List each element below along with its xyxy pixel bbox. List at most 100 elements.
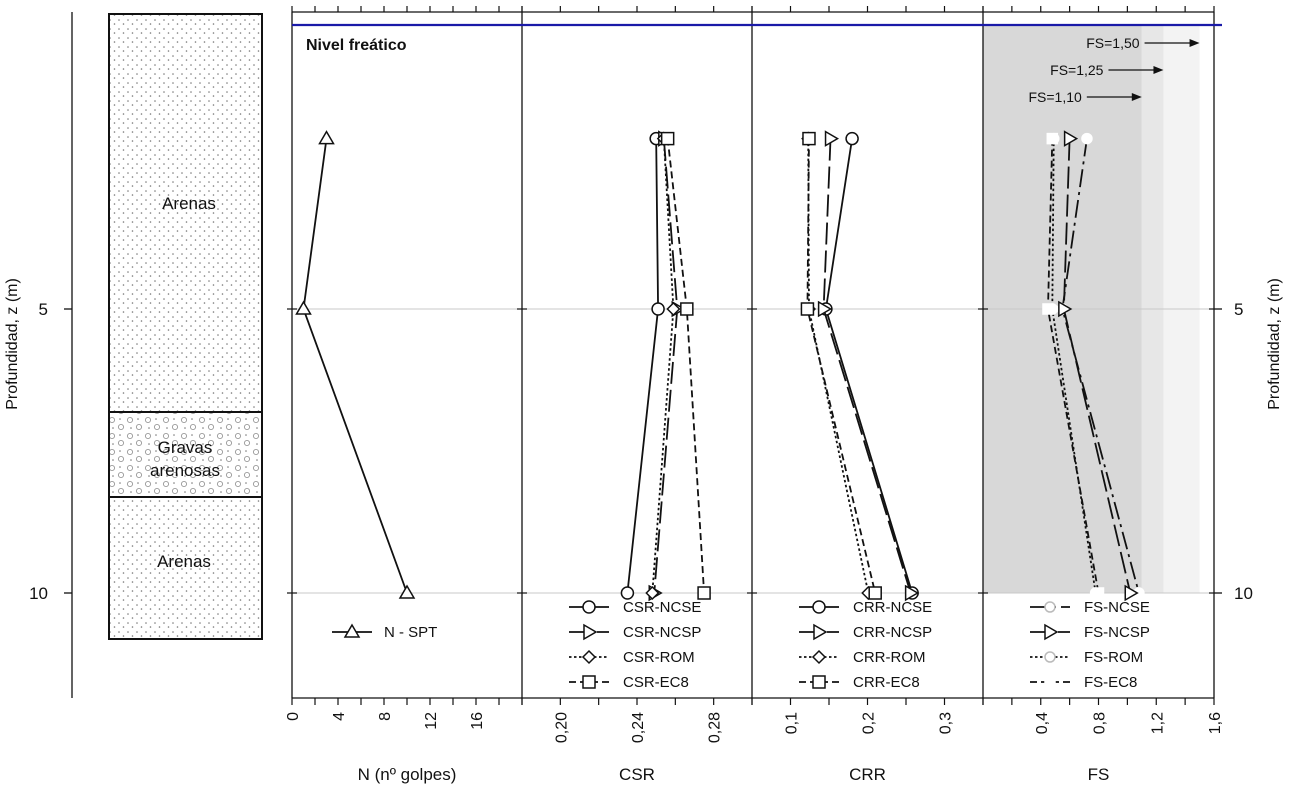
stratum-label-gravas: Gravas <box>158 438 213 457</box>
panel-n: 0 4 8 12 16 N (nº golpes) N - SPT <box>285 6 523 784</box>
x-axis-label: N (nº golpes) <box>358 765 457 784</box>
series-fs-ec8: FS-EC8 <box>1030 132 1137 691</box>
series-line <box>626 138 659 594</box>
x-tick-label: 0,1 <box>784 712 801 734</box>
data-point <box>645 585 660 601</box>
series-line <box>302 138 408 594</box>
fs-threshold-label: FS=1,10 <box>1028 89 1082 105</box>
soil-column: Arenas Gravas arenosas Arenas <box>108 13 263 640</box>
x-tick-label: 0,3 <box>938 712 955 734</box>
legend-label: CSR-NCSP <box>623 624 701 641</box>
stratum-arenas-top <box>108 13 263 413</box>
series-line <box>807 138 870 594</box>
data-point <box>660 131 675 146</box>
series-csr-ec8: CSR-EC8 <box>569 131 711 691</box>
legend-label: CSR-ROM <box>623 649 695 666</box>
series-line <box>824 138 914 594</box>
fs-threshold-label: FS=1,25 <box>1050 62 1104 78</box>
legend-label: CRR-ROM <box>853 649 926 666</box>
fs-threshold-arrowhead <box>1153 66 1164 74</box>
data-point <box>824 130 840 147</box>
legend-label: FS-EC8 <box>1084 674 1137 691</box>
left-depth-tick-label: 5 <box>39 300 48 319</box>
legend-marker <box>813 623 828 641</box>
panels-frame <box>291 11 1215 699</box>
right-depth-ticks: 5 10 <box>1214 300 1253 603</box>
data-point <box>1092 587 1105 599</box>
data-point <box>318 130 335 145</box>
x-tick-label: 0,24 <box>630 712 647 743</box>
legend-label: CRR-NCSP <box>853 624 932 641</box>
legend-label: CRR-NCSE <box>853 599 932 616</box>
fs-threshold-arrowhead <box>1189 39 1200 47</box>
left-depth-axis-label: Profundidad, z (m) <box>4 278 21 410</box>
data-point <box>1058 300 1073 318</box>
legend-label: FS-ROM <box>1084 649 1143 666</box>
data-point <box>817 300 833 318</box>
stratum-label-arenosas: arenosas <box>150 461 220 480</box>
x-axis-label: FS <box>1088 765 1110 784</box>
series-csr-ncse: CSR-NCSE <box>569 131 701 616</box>
nivel-freatico-label: Nivel freático <box>306 37 407 54</box>
right-depth-tick-label: 5 <box>1234 300 1243 319</box>
data-point <box>1081 132 1093 145</box>
x-tick-label: 4 <box>331 712 348 721</box>
data-point <box>1063 130 1079 147</box>
data-panels: 0 4 8 12 16 N (nº golpes) N - SPT 0,20 0,24 0,28 C… <box>285 6 1224 784</box>
data-point <box>666 301 681 317</box>
legend-marker <box>812 675 826 689</box>
x-tick-label: 0,8 <box>1092 712 1109 734</box>
stratum-label-arenas-top: Arenas <box>162 194 216 213</box>
data-point <box>904 584 920 602</box>
legend-marker <box>1044 623 1059 641</box>
data-point <box>868 586 882 600</box>
x-tick-label: 12 <box>423 712 440 730</box>
series-csr-ncsp: CSR-NCSP <box>569 130 701 641</box>
data-point <box>802 131 816 146</box>
x-tick-label: 0,28 <box>707 712 724 743</box>
fs-threshold-arrowhead <box>1131 93 1142 101</box>
stratum-label-arenas-bottom: Arenas <box>157 552 211 571</box>
legend-marker <box>1044 676 1056 688</box>
left-depth-tick-label: 10 <box>29 584 48 603</box>
panel-fs: FS=1,10 FS=1,25 FS=1,50 0,4 0,8 1,2 1,6 FS FS-NC… <box>982 6 1224 784</box>
x-tick-label: 0,2 <box>861 712 878 734</box>
stratum-arenas-bottom <box>108 496 263 640</box>
x-tick-label: 0,20 <box>553 712 570 743</box>
data-point <box>398 584 416 599</box>
legend-label: FS-NCSE <box>1084 599 1150 616</box>
fs-threshold-label: FS=1,50 <box>1086 35 1140 51</box>
series-line <box>822 138 912 594</box>
legend-marker <box>1044 651 1056 663</box>
data-point <box>680 302 694 316</box>
left-depth-ticks: 5 10 <box>29 300 72 603</box>
right-depth-tick-label: 10 <box>1234 584 1253 603</box>
panel-crr: 0,1 0,2 0,3 CRR CRR-NCSE CRR-NCSP CRR-ROM CRR-E… <box>751 6 984 784</box>
legend-marker <box>811 649 827 665</box>
legend-label: CRR-EC8 <box>853 674 920 691</box>
legend-label: CSR-NCSE <box>623 599 701 616</box>
stratum-gravas-arenosas <box>108 411 263 498</box>
data-point <box>620 586 635 600</box>
panel-csr: 0,20 0,24 0,28 CSR CSR-NCSE CSR-NCSP CSR-ROM CS… <box>521 6 753 784</box>
x-axis-label: CSR <box>619 765 655 784</box>
x-tick-label: 1,2 <box>1149 712 1166 734</box>
legend-label: CSR-EC8 <box>623 674 689 691</box>
series-crr-ncsp: CRR-NCSP <box>799 130 932 641</box>
right-depth-axis-label: Profundidad, z (m) <box>1266 278 1283 410</box>
data-point <box>800 302 815 316</box>
series-fs-ncsp: FS-NCSP <box>1030 130 1150 641</box>
data-point <box>1124 584 1139 602</box>
data-point <box>845 131 859 146</box>
data-point <box>295 300 312 315</box>
data-point <box>1046 132 1059 145</box>
data-point <box>1042 303 1054 315</box>
legend-marker <box>582 675 596 689</box>
series-csr-rom: CSR-ROM <box>569 131 695 666</box>
legend-marker <box>581 649 597 665</box>
legend-label: FS-NCSP <box>1084 624 1150 641</box>
legend-marker <box>1044 601 1056 613</box>
legend-marker <box>582 600 596 614</box>
series-crr-ncse: CRR-NCSE <box>799 131 932 616</box>
